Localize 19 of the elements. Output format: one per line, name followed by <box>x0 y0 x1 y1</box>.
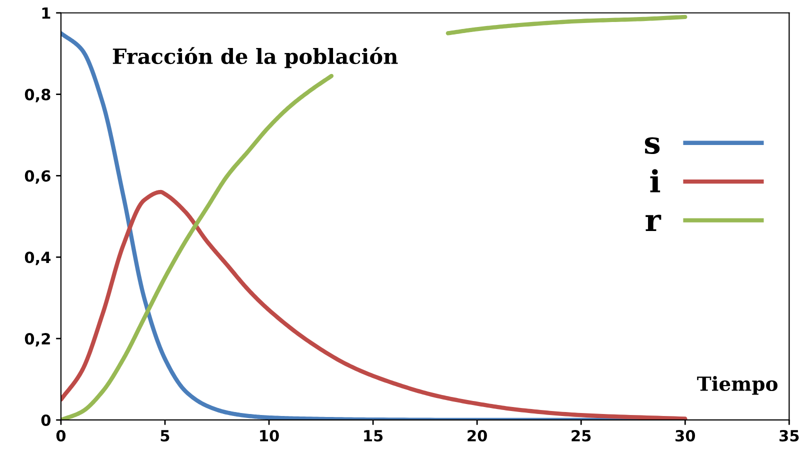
x-tick-label: 35 <box>780 430 799 442</box>
legend-label: s <box>644 137 660 154</box>
x-tick-label: 30 <box>676 430 696 442</box>
y-tick-label: 0,2 <box>24 333 50 347</box>
legend-label: r <box>646 214 662 232</box>
x-tick-label: 0 <box>56 430 66 442</box>
x-tick-label: 5 <box>160 430 170 442</box>
x-tick-label: 20 <box>468 430 487 442</box>
y-tick-label: 0,4 <box>24 252 51 266</box>
x-tick-label: 15 <box>364 430 383 442</box>
y-tick-label: 0 <box>41 414 50 426</box>
x-axis-title: Tiempo <box>697 376 778 395</box>
legend-label: i <box>650 169 660 192</box>
y-tick-label: 1 <box>42 8 50 19</box>
text: Fracción de la población <box>112 47 398 68</box>
y-tick-label: 0,8 <box>24 88 50 102</box>
x-tick-label: 25 <box>572 430 591 442</box>
y-tick-label: 0,6 <box>24 170 50 184</box>
x-tick-label: 10 <box>260 430 279 442</box>
